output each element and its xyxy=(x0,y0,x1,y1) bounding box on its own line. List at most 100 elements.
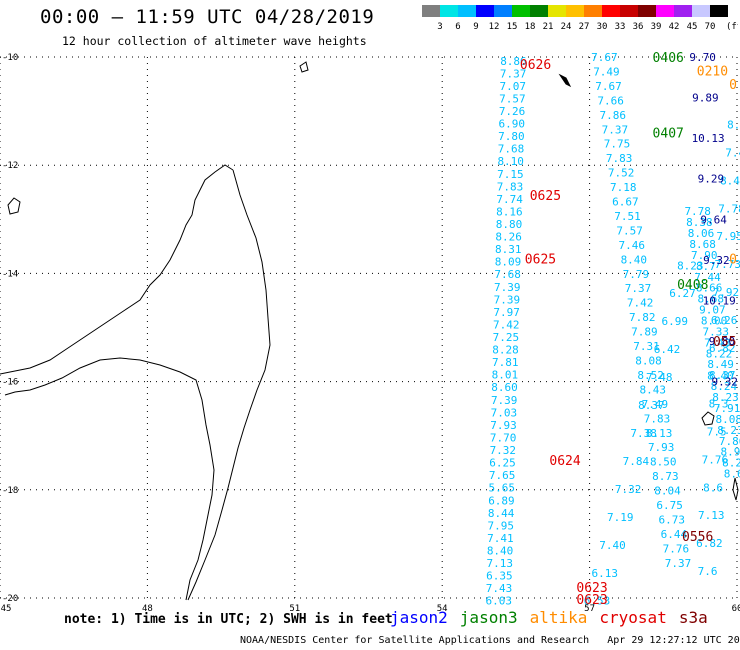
wave-height-value: 8.86 xyxy=(500,55,527,68)
wave-height-value: 7.41 xyxy=(487,532,514,545)
wave-height-value: 8.45 xyxy=(720,174,740,187)
satellite-legend: jason2 jason3 altika cryosat s3a xyxy=(390,608,720,627)
wave-height-value: 8.22 xyxy=(706,347,733,360)
wave-height-value: 7.91 xyxy=(714,402,740,415)
lat-tick-label: -10 xyxy=(2,53,18,63)
wave-height-value: 7.19 xyxy=(607,511,634,524)
wave-height-value: 6.73 xyxy=(658,513,685,526)
lon-tick-label: 54 xyxy=(437,604,448,614)
lon-tick-label: 51 xyxy=(289,604,300,614)
wave-height-value: 7.38 xyxy=(630,427,657,440)
wave-height-value: 8.73 xyxy=(652,470,679,483)
wave-height-value: 7.40 xyxy=(599,539,626,552)
satellite-tracks: 8.867.377.077.577.266.907.807.688.107.15… xyxy=(485,51,740,608)
wave-height-value: 8.23 xyxy=(712,391,739,404)
wave-height-value: 7.90 xyxy=(691,249,718,262)
legend-item-altika: altika xyxy=(529,608,588,627)
wave-height-value: 8.49 xyxy=(707,358,734,371)
track-altika: 7.788.388.068.687.908.77.448.668.689.078… xyxy=(684,205,740,480)
wave-height-value: 7.42 xyxy=(493,318,520,331)
wave-height-value: 7.89 xyxy=(631,326,658,339)
wave-height-value: 7.51 xyxy=(614,210,641,223)
scale-tick-label: 39 xyxy=(651,22,662,31)
scale-swatch xyxy=(656,5,674,17)
wave-height-value: 9.80 xyxy=(709,335,736,348)
wave-height-value: 7.49 xyxy=(642,398,669,411)
pass-time-label: 0556 xyxy=(682,530,713,545)
wave-height-value: 7.32 xyxy=(615,483,642,496)
wave-height-value: 8.6 xyxy=(703,481,723,494)
lat-tick-label: -16 xyxy=(2,378,18,388)
wave-height-value: 7.57 xyxy=(499,92,526,105)
wave-height-value: 7.39 xyxy=(494,293,521,306)
wave-height-value: 7.67 xyxy=(591,51,618,64)
wave-height-value: 6.53 xyxy=(584,595,611,608)
axis-labels: 45 48 51 54 57 60 -10 -12 -14 -16 -18 -20 xyxy=(1,53,740,614)
wave-height-value: 9.70 xyxy=(689,51,716,64)
madagascar-coastline xyxy=(0,61,739,601)
wave-height-value: 8.68 xyxy=(698,293,725,306)
wave-height-value: 8.60 xyxy=(491,381,518,394)
scale-swatch xyxy=(476,5,494,17)
lat-tick-label: -20 xyxy=(2,594,18,604)
wave-height-value: 7.95 xyxy=(716,230,740,243)
wave-height-value: 7.82 xyxy=(629,311,656,324)
scale-unit-label: (ft) xyxy=(726,22,738,31)
wave-height-value: 8.04 xyxy=(654,485,681,498)
wave-height-value: 7.66 xyxy=(597,94,624,107)
wave-height-value: 7.65 xyxy=(489,469,516,482)
wave-height-value: 6.44 xyxy=(661,528,688,541)
wave-height-value: 8.68 xyxy=(689,238,716,251)
scale-tick-label: 6 xyxy=(455,22,460,31)
wave-height-value: 8.00 xyxy=(701,315,728,328)
wave-height-value: 7.93 xyxy=(490,419,517,432)
wave-height-value: 7.68 xyxy=(494,268,521,281)
track-altika: 8.07.48.457.787.957.737.926.266.828.408.… xyxy=(696,119,740,578)
wave-height-value: 7.37 xyxy=(602,123,629,136)
wave-height-value: 7.52 xyxy=(608,167,635,180)
wave-height-value: 8.92 xyxy=(720,446,740,459)
wave-height-value: 8.37 xyxy=(638,399,665,412)
wave-height-value: 7.25 xyxy=(493,331,520,344)
wave-height-value: 6.03 xyxy=(485,595,512,608)
units-note: note: 1) Time is in UTC; 2) SWH is in fe… xyxy=(64,612,393,627)
wave-height-value: 7.80 xyxy=(498,130,525,143)
scale-tick-label: 70 xyxy=(705,22,716,31)
wave-height-value: 8.43 xyxy=(640,383,667,396)
track-jason2: 9.70 9.89 10.13 9.29 9.64 9.32 10.19 9.80 9.32 xyxy=(689,51,738,389)
scale-swatch xyxy=(584,5,602,17)
wave-height-value: 8.7 xyxy=(696,260,716,273)
pass-time-label: 0623 xyxy=(576,593,607,608)
track-altika: 8.867.377.077.577.266.907.807.688.107.15… xyxy=(485,55,526,608)
wave-height-value: 8.31 xyxy=(495,243,522,256)
scale-swatch xyxy=(458,5,476,17)
scale-swatch xyxy=(440,5,458,17)
wave-height-value: 7.42 xyxy=(627,297,654,310)
wave-height-value: 8.40 xyxy=(707,370,734,383)
lat-tick-label: -12 xyxy=(2,161,18,171)
wave-height-value: 7.95 xyxy=(488,519,515,532)
pass-time-label: 0408 xyxy=(677,278,708,293)
wave-height-value: 6.99 xyxy=(662,315,689,328)
wave-height-value: 7.78 xyxy=(718,202,740,215)
wave-height-value: 8.10 xyxy=(497,155,524,168)
pass-time-label: 055 xyxy=(713,335,736,350)
wave-height-value: 7.83 xyxy=(644,412,671,425)
scale-tick-label: 21 xyxy=(543,22,554,31)
wave-height-value: 6.35 xyxy=(486,570,513,583)
pass-time-label: 0 xyxy=(729,252,737,267)
wave-height-value: 7.97 xyxy=(493,306,520,319)
comoros-island xyxy=(7,197,21,215)
wave-height-value: 7.93 xyxy=(648,441,675,454)
wave-height-value: 9.29 xyxy=(698,173,725,186)
pass-time-label: 0626 xyxy=(520,58,551,73)
wave-height-value: 8.66 xyxy=(696,282,723,295)
wave-height-value: 7.49 xyxy=(593,65,620,78)
wave-height-value: 6.75 xyxy=(656,499,683,512)
legend-item-jason2: jason2 xyxy=(390,608,448,627)
scale-swatch xyxy=(566,5,584,17)
track-altika: 8.23 6.27 6.99 6.42 7.48 8.37 7.38 7.84 7.32 7.19… xyxy=(584,259,704,607)
legend-item-cryosat: cryosat xyxy=(599,608,667,627)
wave-height-value: 8.40 xyxy=(621,253,648,266)
scale-swatch xyxy=(620,5,638,17)
